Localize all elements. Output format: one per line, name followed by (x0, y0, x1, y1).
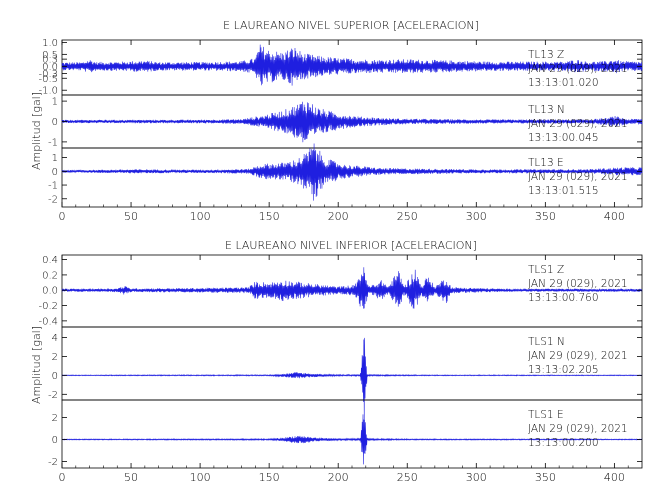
y-tick-label: -0.5 (38, 74, 58, 85)
time-label: 13:13:00.045 (528, 132, 599, 144)
x-tick-label: 100 (190, 210, 211, 223)
y-tick-label: 0.5 (42, 50, 58, 61)
date-label: JAN 29 (029), 2021 (528, 423, 628, 435)
trace-panel: 1 0 -1 TL13 N JAN 29 (029), 2021 13:13:00.045 (48, 94, 643, 149)
time-label: 13:13:01.020 (528, 77, 599, 89)
y-tick-label: 0.0 (42, 62, 58, 73)
x-tick-label: 150 (259, 471, 280, 484)
station-label: TLS1 N (528, 336, 565, 348)
y-tick-label: 2 (52, 352, 58, 363)
y-tick-label: 1 (52, 153, 58, 164)
y-tick-label: -1 (48, 181, 58, 192)
y-tick-label: -0.4 (38, 316, 58, 327)
y-tick-label: 0.4 (42, 255, 58, 266)
station-label: TL13 Z (528, 49, 564, 61)
date-label: JAN 29 (029), 2021 (528, 350, 628, 362)
x-tick-label: 100 (190, 471, 211, 484)
lower-chart-title: E LAUREANO NIVEL INFERIOR [ACELERACION] (225, 239, 477, 252)
x-tick-label: 150 (259, 210, 280, 223)
date-label: JAN 29 (029), 2021 (528, 63, 628, 75)
x-tick-label: 0 (59, 210, 66, 223)
y-tick-label: -2 (48, 457, 58, 468)
trace-panel: 1 0 -1 -2 TL13 E JAN 29 (029), 2021 13:13:01.5… (48, 143, 643, 208)
y-tick-label: -0.2 (38, 301, 58, 312)
date-label: JAN 29 (029), 2021 (528, 278, 628, 290)
y-tick-label: -2 (48, 194, 58, 205)
y-tick-label: 1 (52, 97, 58, 108)
time-label: 13:13:02.205 (528, 364, 599, 376)
waveform-trace (61, 267, 643, 309)
y-tick-label: 2 (52, 413, 58, 424)
x-tick-label: 200 (328, 471, 349, 484)
lower-chart-ylabel: Amplitud [gal] (30, 326, 43, 404)
upper-x-axis: 0 50 100 150 200 250 300 350 400 (59, 40, 629, 223)
trace-panel: 2 0 -2 TLS1 E JAN 29 (029), 2021 13:13:00.200 (48, 399, 643, 469)
y-tick-label: 1.0 (42, 38, 58, 49)
x-tick-label: 250 (397, 210, 418, 223)
lower-panels: 0.4 0.2 0.0 -0.2 -0.4 TLS1 Z JAN 29 (029), 202… (38, 254, 643, 469)
y-tick-label: 0.3 (42, 55, 58, 66)
y-tick-label: 0 (52, 435, 58, 446)
x-tick-label: 400 (604, 471, 625, 484)
y-tick-label: 0 (52, 167, 58, 178)
trace-panel: 4 2 0 -2 TLS1 N JAN 29 (029), 2021 13:13:02.20… (48, 326, 643, 421)
upper-chart-title: E LAUREANO NIVEL SUPERIOR [ACELERACION] (223, 19, 479, 32)
trace-panel: 1.00.50.30.0-0.3-0.5-1.0 TL13 Z JAN 29 (02… (38, 38, 643, 97)
x-tick-label: 300 (466, 210, 487, 223)
station-label: TLS1 Z (528, 264, 564, 276)
date-label: JAN 29 (029), 2021 (528, 118, 628, 130)
waveform-trace (61, 44, 643, 86)
upper-chart-ylabel: Amplitud [gal] (30, 92, 43, 170)
x-tick-label: 250 (397, 471, 418, 484)
y-tick-label: 4 (52, 333, 58, 344)
station-label: TL13 E (528, 157, 564, 169)
time-label: 13:13:01.515 (528, 185, 599, 197)
x-tick-label: 0 (59, 471, 66, 484)
y-tick-label: 0 (52, 117, 58, 128)
upper-panels: 1.00.50.30.0-0.3-0.5-1.0 TL13 Z JAN 29 (02… (38, 38, 643, 208)
upper-chart: E LAUREANO NIVEL SUPERIOR [ACELERACION] … (30, 19, 643, 223)
time-label: 13:13:00.760 (528, 292, 599, 304)
waveform-trace (61, 337, 643, 421)
waveform-trace (61, 414, 643, 465)
station-label: TLS1 E (528, 409, 564, 421)
date-label: JAN 29 (029), 2021 (528, 171, 628, 183)
waveform-trace (61, 101, 643, 143)
y-tick-label: 0.0 (42, 286, 58, 297)
x-tick-label: 400 (604, 210, 625, 223)
y-tick-label: -1.0 (38, 86, 58, 97)
x-tick-label: 300 (466, 471, 487, 484)
y-tick-label: 0.2 (42, 270, 58, 281)
x-tick-label: 200 (328, 210, 349, 223)
station-label: TL13 N (528, 104, 565, 116)
waveform-trace (61, 143, 643, 201)
y-tick-label: 0 (52, 371, 58, 382)
y-tick-label: -1 (48, 137, 58, 148)
x-tick-label: 50 (124, 471, 138, 484)
y-tick-label: -0.3 (38, 69, 58, 80)
y-tick-label: -2 (48, 390, 58, 401)
time-label: 13:13:00.200 (528, 437, 599, 449)
trace-panel: 0.4 0.2 0.0 -0.2 -0.4 TLS1 Z JAN 29 (029), 202… (38, 254, 643, 328)
lower-chart: E LAUREANO NIVEL INFERIOR [ACELERACION] … (30, 239, 643, 484)
x-tick-label: 350 (535, 471, 556, 484)
x-tick-label: 350 (535, 210, 556, 223)
x-tick-label: 50 (124, 210, 138, 223)
lower-x-axis: 0 50 100 150 200 250 300 350 400 (59, 255, 629, 484)
